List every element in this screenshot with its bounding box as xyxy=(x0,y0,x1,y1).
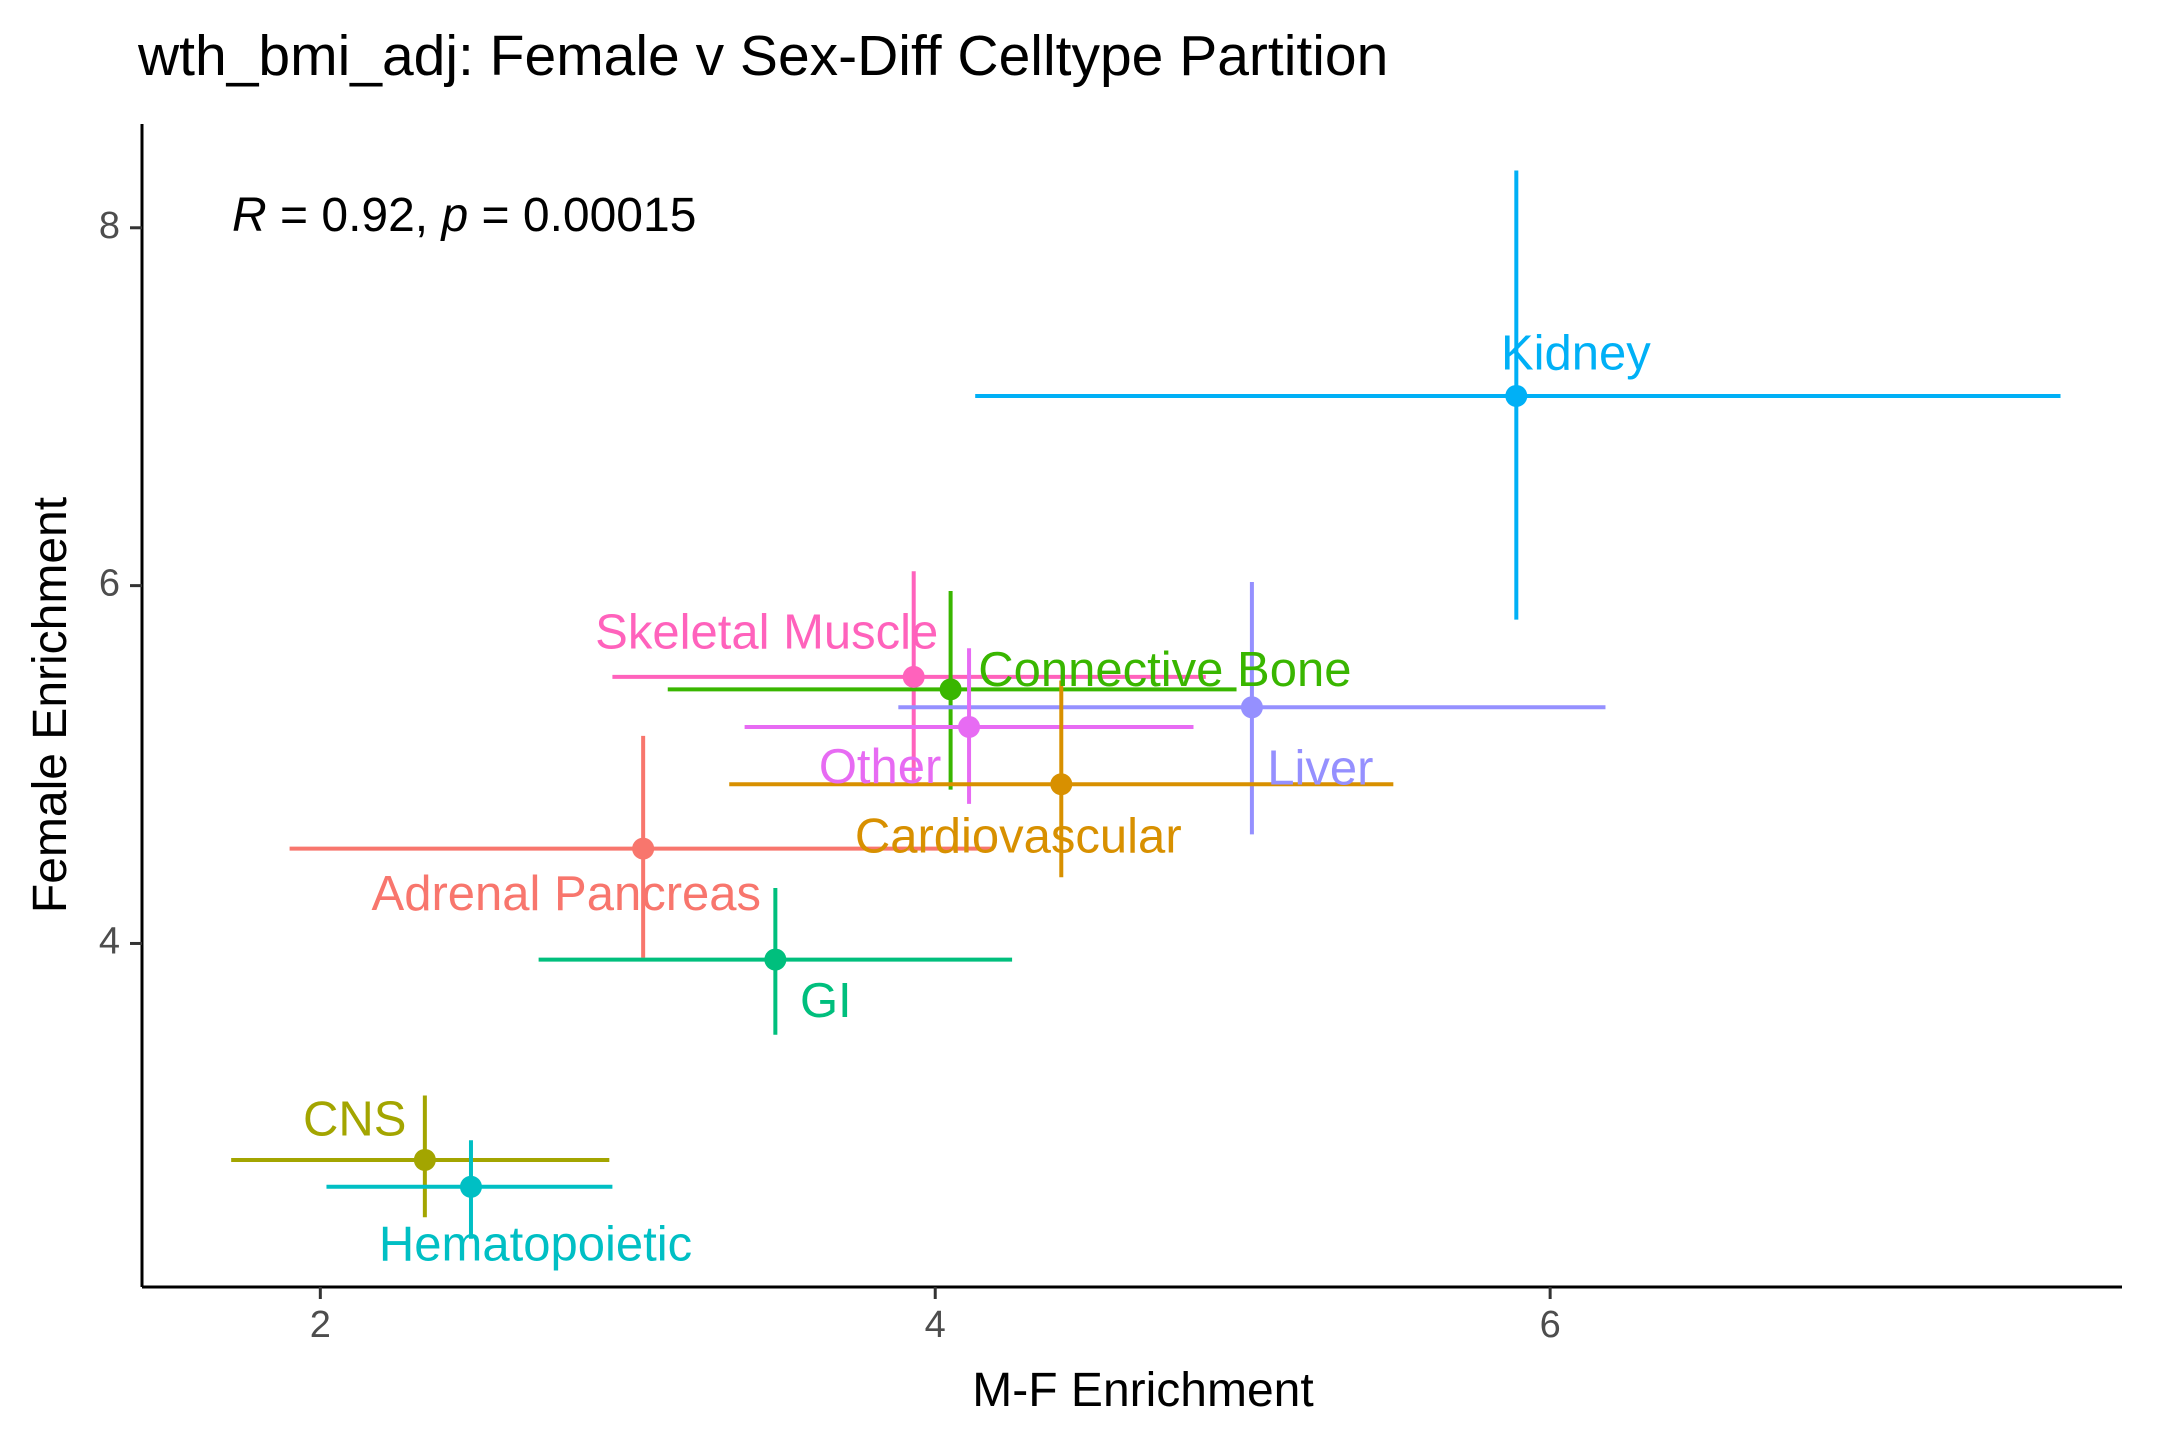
point-hematopoietic xyxy=(459,1175,482,1198)
y-ticks-group: 4 6 8 xyxy=(99,205,142,962)
chart-title: wth_bmi_adj: Female v Sex-Diff Celltype … xyxy=(137,24,1388,88)
label-connective-bone: Connective Bone xyxy=(978,643,1351,697)
point-other xyxy=(958,715,981,738)
y-axis-title: Female Enrichment xyxy=(24,497,77,913)
label-skeletal-muscle: Skeletal Muscle xyxy=(595,606,938,660)
p-value: = 0.00015 xyxy=(468,189,696,242)
label-cardiovascular: Cardiovascular xyxy=(855,810,1182,864)
point-labels-layer: Kidney Skeletal Muscle Connective Bone Live… xyxy=(303,327,1651,1272)
x-axis-title: M-F Enrichment xyxy=(972,1364,1313,1417)
label-cns: CNS xyxy=(303,1092,406,1146)
y-tick-label: 4 xyxy=(99,920,120,962)
point-skeletal-muscle xyxy=(902,665,925,688)
correlation-annotation: R = 0.92, p = 0.00015 xyxy=(232,189,696,242)
point-gi xyxy=(764,948,787,971)
point-cardiovascular xyxy=(1050,773,1073,796)
label-gi: GI xyxy=(800,974,852,1028)
y-tick-label: 6 xyxy=(99,563,120,605)
x-tick-label: 6 xyxy=(1540,1304,1561,1346)
label-hematopoietic: Hematopoietic xyxy=(379,1218,692,1272)
error-bars-layer xyxy=(231,170,2061,1239)
x-tick-label: 4 xyxy=(925,1304,946,1346)
r-symbol: R xyxy=(232,189,267,242)
point-connective-bone xyxy=(939,678,962,701)
point-liver xyxy=(1240,696,1263,719)
point-adrenal-pancreas xyxy=(632,837,655,860)
label-adrenal-pancreas: Adrenal Pancreas xyxy=(372,867,762,921)
label-liver: Liver xyxy=(1267,742,1373,796)
label-kidney: Kidney xyxy=(1501,327,1651,381)
point-cns xyxy=(413,1148,436,1171)
r-value: = 0.92, xyxy=(267,189,442,242)
x-tick-label: 2 xyxy=(310,1304,331,1346)
annotation-group: R = 0.92, p = 0.00015 xyxy=(232,189,696,242)
y-tick-label: 8 xyxy=(99,205,120,247)
x-ticks-group: 2 4 6 xyxy=(310,1287,1561,1346)
point-kidney xyxy=(1505,384,1528,407)
label-other: Other xyxy=(819,740,942,794)
points-layer xyxy=(413,384,1528,1198)
p-symbol: p xyxy=(439,189,468,242)
